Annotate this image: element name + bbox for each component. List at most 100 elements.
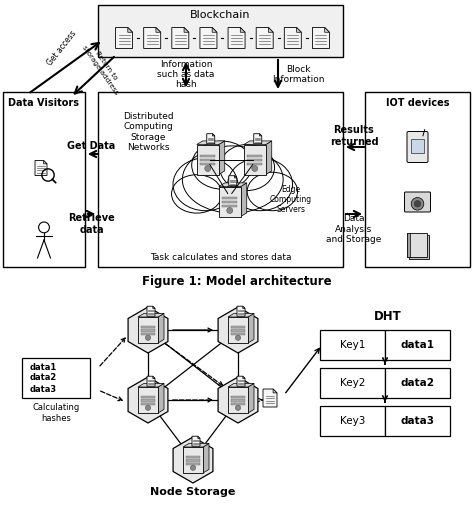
Ellipse shape <box>172 174 222 213</box>
Bar <box>411 139 424 153</box>
Bar <box>247 155 263 158</box>
FancyArrowPatch shape <box>348 144 364 150</box>
Polygon shape <box>268 27 273 32</box>
Bar <box>141 396 155 398</box>
Bar <box>141 326 155 328</box>
Polygon shape <box>116 27 133 48</box>
Polygon shape <box>192 436 200 446</box>
Polygon shape <box>198 436 200 438</box>
Circle shape <box>414 201 421 207</box>
Bar <box>408 233 410 257</box>
Bar <box>385 330 450 360</box>
Polygon shape <box>297 27 301 32</box>
Bar <box>98 92 343 267</box>
Text: Edge
Computing
Servers: Edge Computing Servers <box>270 184 312 214</box>
Text: Blockchain: Blockchain <box>190 10 251 20</box>
Text: Retrieve
data: Retrieve data <box>68 213 115 235</box>
Polygon shape <box>229 175 237 186</box>
Polygon shape <box>312 27 329 48</box>
Text: data3: data3 <box>30 385 57 394</box>
Text: Key2: Key2 <box>340 378 365 388</box>
Circle shape <box>236 335 241 340</box>
Polygon shape <box>235 175 237 178</box>
Bar <box>247 163 263 165</box>
Text: Data Visitors: Data Visitors <box>9 98 80 108</box>
Polygon shape <box>147 306 155 316</box>
Polygon shape <box>203 443 209 473</box>
Polygon shape <box>212 27 217 32</box>
Bar <box>183 447 203 473</box>
Bar <box>200 163 216 165</box>
Bar <box>410 235 429 259</box>
Bar <box>138 317 158 343</box>
Bar <box>22 358 90 398</box>
Polygon shape <box>248 384 254 413</box>
Polygon shape <box>138 314 164 317</box>
Polygon shape <box>197 141 225 144</box>
Bar <box>231 396 245 398</box>
Bar <box>320 330 385 360</box>
Polygon shape <box>153 376 155 378</box>
Polygon shape <box>237 306 245 316</box>
Polygon shape <box>273 389 277 393</box>
FancyArrowPatch shape <box>75 57 114 93</box>
Text: IOT devices: IOT devices <box>386 98 449 108</box>
Polygon shape <box>256 27 273 48</box>
Polygon shape <box>128 307 168 353</box>
Polygon shape <box>266 141 272 174</box>
Polygon shape <box>153 306 155 308</box>
FancyArrowPatch shape <box>100 391 122 401</box>
Ellipse shape <box>191 141 252 189</box>
FancyArrowPatch shape <box>87 211 93 217</box>
Bar <box>200 159 216 161</box>
FancyArrowPatch shape <box>165 344 223 386</box>
Bar <box>231 326 245 328</box>
Circle shape <box>236 405 241 411</box>
Bar <box>141 403 155 405</box>
Bar <box>231 329 245 331</box>
Circle shape <box>146 405 151 411</box>
Bar <box>141 333 155 335</box>
Polygon shape <box>128 27 133 32</box>
Polygon shape <box>44 161 47 164</box>
Polygon shape <box>138 384 164 387</box>
Polygon shape <box>259 134 262 136</box>
Bar <box>219 187 241 217</box>
Polygon shape <box>325 27 329 32</box>
Polygon shape <box>218 307 258 353</box>
Bar <box>385 406 450 436</box>
Ellipse shape <box>228 158 292 211</box>
Polygon shape <box>128 377 168 423</box>
Circle shape <box>205 165 211 171</box>
Polygon shape <box>237 376 245 386</box>
Bar <box>222 205 237 207</box>
Ellipse shape <box>220 144 274 191</box>
Circle shape <box>411 198 424 210</box>
Text: data1: data1 <box>401 340 435 350</box>
FancyArrowPatch shape <box>173 398 212 402</box>
Text: Distributed
Computing
Storage
Networks: Distributed Computing Storage Networks <box>123 112 173 152</box>
Polygon shape <box>219 141 225 174</box>
Text: Task calculates and stores data: Task calculates and stores data <box>150 253 291 262</box>
FancyBboxPatch shape <box>407 132 428 162</box>
Circle shape <box>191 465 196 471</box>
Bar <box>408 233 428 257</box>
FancyArrowPatch shape <box>173 328 212 332</box>
Circle shape <box>252 165 258 171</box>
Polygon shape <box>156 27 161 32</box>
Polygon shape <box>158 314 164 343</box>
Bar <box>186 460 200 462</box>
Bar <box>141 399 155 402</box>
Bar <box>231 333 245 335</box>
Bar <box>200 155 216 158</box>
Polygon shape <box>243 376 245 378</box>
Text: Data
Analysis
and Storage: Data Analysis and Storage <box>326 214 382 244</box>
FancyArrowPatch shape <box>383 396 387 402</box>
Text: Return to
storage address: Return to storage address <box>81 41 125 95</box>
Polygon shape <box>219 183 247 187</box>
Text: data2: data2 <box>401 378 435 388</box>
Text: Get access: Get access <box>46 29 78 67</box>
Polygon shape <box>212 134 215 136</box>
Polygon shape <box>228 27 245 48</box>
FancyArrowPatch shape <box>183 64 189 85</box>
